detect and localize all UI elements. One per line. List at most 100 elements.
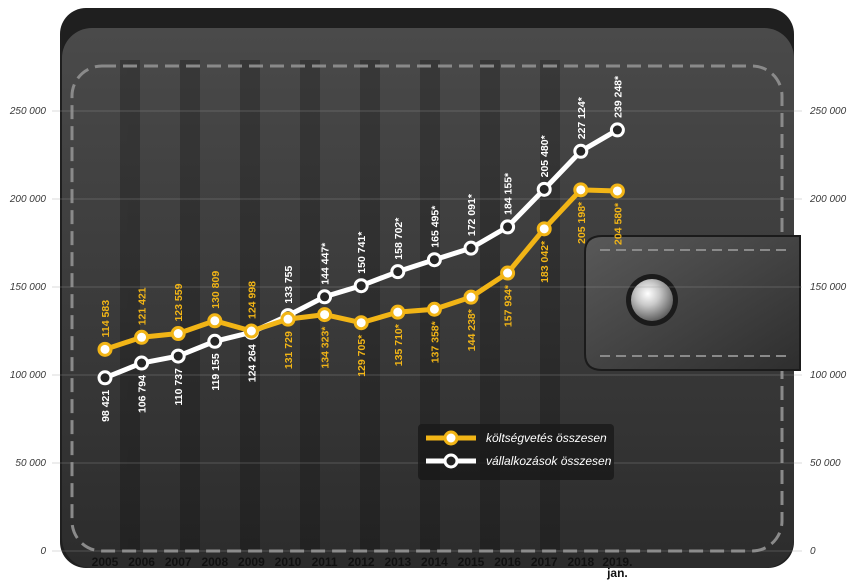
data-label: 124 264 — [246, 344, 258, 382]
data-point — [134, 355, 150, 371]
data-label: 131 729 — [283, 331, 295, 369]
data-label: 239 248* — [612, 75, 624, 118]
data-label: 133 755 — [283, 265, 295, 303]
x-tick-label: 2016 — [494, 555, 521, 569]
data-label: 98 421 — [100, 390, 112, 422]
data-point — [573, 143, 589, 159]
data-point — [536, 181, 552, 197]
x-tick-label: 2005 — [92, 555, 119, 569]
y-axis-left: 0 50 000 100 000 150 000 200 000 250 000 — [9, 106, 47, 557]
data-point — [426, 252, 442, 268]
y-axis-right: 0 50 000 100 000 150 000 200 000 250 000 — [809, 106, 847, 557]
data-label: 135 710* — [393, 323, 405, 366]
data-label: 157 934* — [503, 284, 515, 327]
legend-label-0: költségvetés összesen — [486, 431, 607, 445]
data-label: 124 998 — [246, 281, 258, 319]
data-label: 134 323* — [320, 326, 332, 369]
legend-marker-0 — [443, 430, 459, 446]
data-label: 205 198* — [576, 201, 588, 244]
data-point — [97, 370, 113, 386]
x-tick-label: 2009 — [238, 555, 265, 569]
data-point — [609, 122, 625, 138]
x-tick-label: 2015 — [458, 555, 485, 569]
y-tick-label-right: 50 000 — [810, 458, 841, 469]
y-tick-label-left: 0 — [40, 546, 46, 557]
data-point — [243, 323, 259, 339]
data-point — [353, 315, 369, 331]
data-label: 158 702* — [393, 217, 405, 260]
data-label: 150 741* — [356, 231, 368, 274]
x-tick-label: 2007 — [165, 555, 192, 569]
x-tick-label: 2019. jan. — [602, 555, 632, 580]
data-point — [317, 289, 333, 305]
data-label: 123 559 — [173, 283, 185, 321]
data-label: 205 480* — [539, 134, 551, 177]
data-label: 119 155 — [210, 353, 222, 391]
y-tick-label-right: 200 000 — [809, 194, 847, 205]
y-tick-label-left: 100 000 — [10, 370, 47, 381]
legend-marker-1 — [443, 453, 459, 469]
data-label: 183 042* — [539, 240, 551, 283]
data-point — [426, 301, 442, 317]
y-tick-label-left: 150 000 — [10, 282, 47, 293]
x-tick-label: 2006 — [128, 555, 155, 569]
data-point — [207, 333, 223, 349]
data-label: 110 737 — [173, 368, 185, 406]
data-point — [353, 278, 369, 294]
y-tick-label-right: 100 000 — [810, 370, 847, 381]
legend: költségvetés összesen vállalkozások össz… — [418, 424, 614, 480]
x-tick-label: 2018 — [567, 555, 594, 569]
data-point — [500, 219, 516, 235]
data-label: 130 809 — [210, 271, 222, 309]
wallet-clasp — [584, 235, 801, 371]
data-point — [536, 221, 552, 237]
y-tick-label-left: 50 000 — [15, 458, 46, 469]
chart-gridlines — [52, 110, 802, 552]
y-tick-label-left: 200 000 — [9, 194, 47, 205]
data-label: 144 447* — [320, 242, 332, 285]
y-tick-label-right: 150 000 — [810, 282, 847, 293]
x-tick-label: 2014 — [421, 555, 448, 569]
data-point — [170, 348, 186, 364]
data-point — [207, 313, 223, 329]
data-label: 184 155* — [503, 172, 515, 215]
data-label: 114 583 — [100, 300, 112, 338]
data-point — [134, 329, 150, 345]
data-label-layer: 114 583 121 421 123 559 130 809 124 998 131 7… — [100, 75, 624, 422]
data-point — [463, 240, 479, 256]
x-axis: 2005 2006 2007 2008 2009 2010 2011 2012 2013 2014… — [92, 555, 633, 580]
data-point — [170, 326, 186, 342]
data-label: 144 238* — [466, 308, 478, 351]
data-label: 121 421 — [137, 287, 149, 325]
data-label: 106 794 — [137, 375, 149, 413]
clasp-button — [631, 279, 673, 321]
x-tick-label: 2013 — [384, 555, 411, 569]
series-layer — [97, 122, 625, 386]
y-tick-label-right: 0 — [810, 546, 816, 557]
y-tick-label-left: 250 000 — [9, 106, 47, 117]
data-point — [463, 289, 479, 305]
data-point — [280, 311, 296, 327]
data-point — [317, 307, 333, 323]
data-label: 137 358* — [429, 320, 441, 363]
data-point — [390, 264, 406, 280]
data-label: 165 495* — [429, 205, 441, 248]
x-tick-label: 2011 — [312, 555, 338, 569]
data-point — [97, 341, 113, 357]
data-point — [609, 183, 625, 199]
data-label: 172 091* — [466, 193, 478, 236]
legend-label-1: vállalkozások összesen — [486, 454, 612, 468]
data-point — [390, 304, 406, 320]
data-label: 204 580* — [612, 202, 624, 245]
data-point — [573, 182, 589, 198]
x-tick-label: 2017 — [531, 555, 558, 569]
wallet-illustration — [60, 8, 801, 568]
data-label: 227 124* — [576, 96, 588, 139]
data-point — [500, 265, 516, 281]
x-tick-label: 2010 — [275, 555, 302, 569]
x-tick-label: 2008 — [201, 555, 228, 569]
x-tick-label: 2012 — [348, 555, 375, 569]
data-label: 129 705* — [356, 334, 368, 377]
